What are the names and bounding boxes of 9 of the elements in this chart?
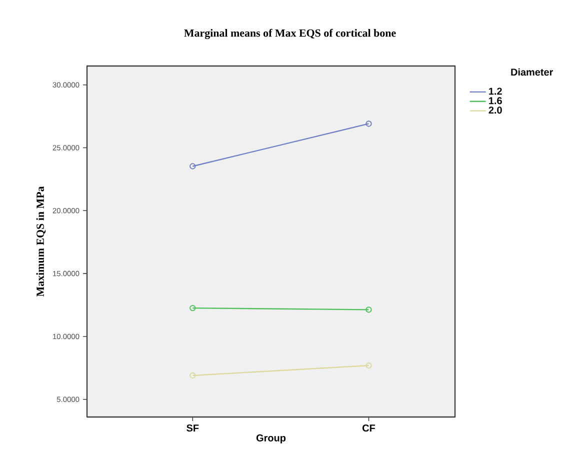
x-tick-label: CF [362,424,375,432]
legend-label: 1.2 [489,88,502,95]
x-axis-title: Group [256,434,286,444]
legend-title: Diameter [511,68,554,76]
legend-label: 1.6 [489,97,502,104]
chart-title: Marginal means of Max EQS of cortical bone [184,28,396,40]
legend-label: 2.0 [488,106,502,114]
y-axis-title: Maximum EQS in MPa [36,186,46,297]
x-tick-label: SF [186,424,199,432]
